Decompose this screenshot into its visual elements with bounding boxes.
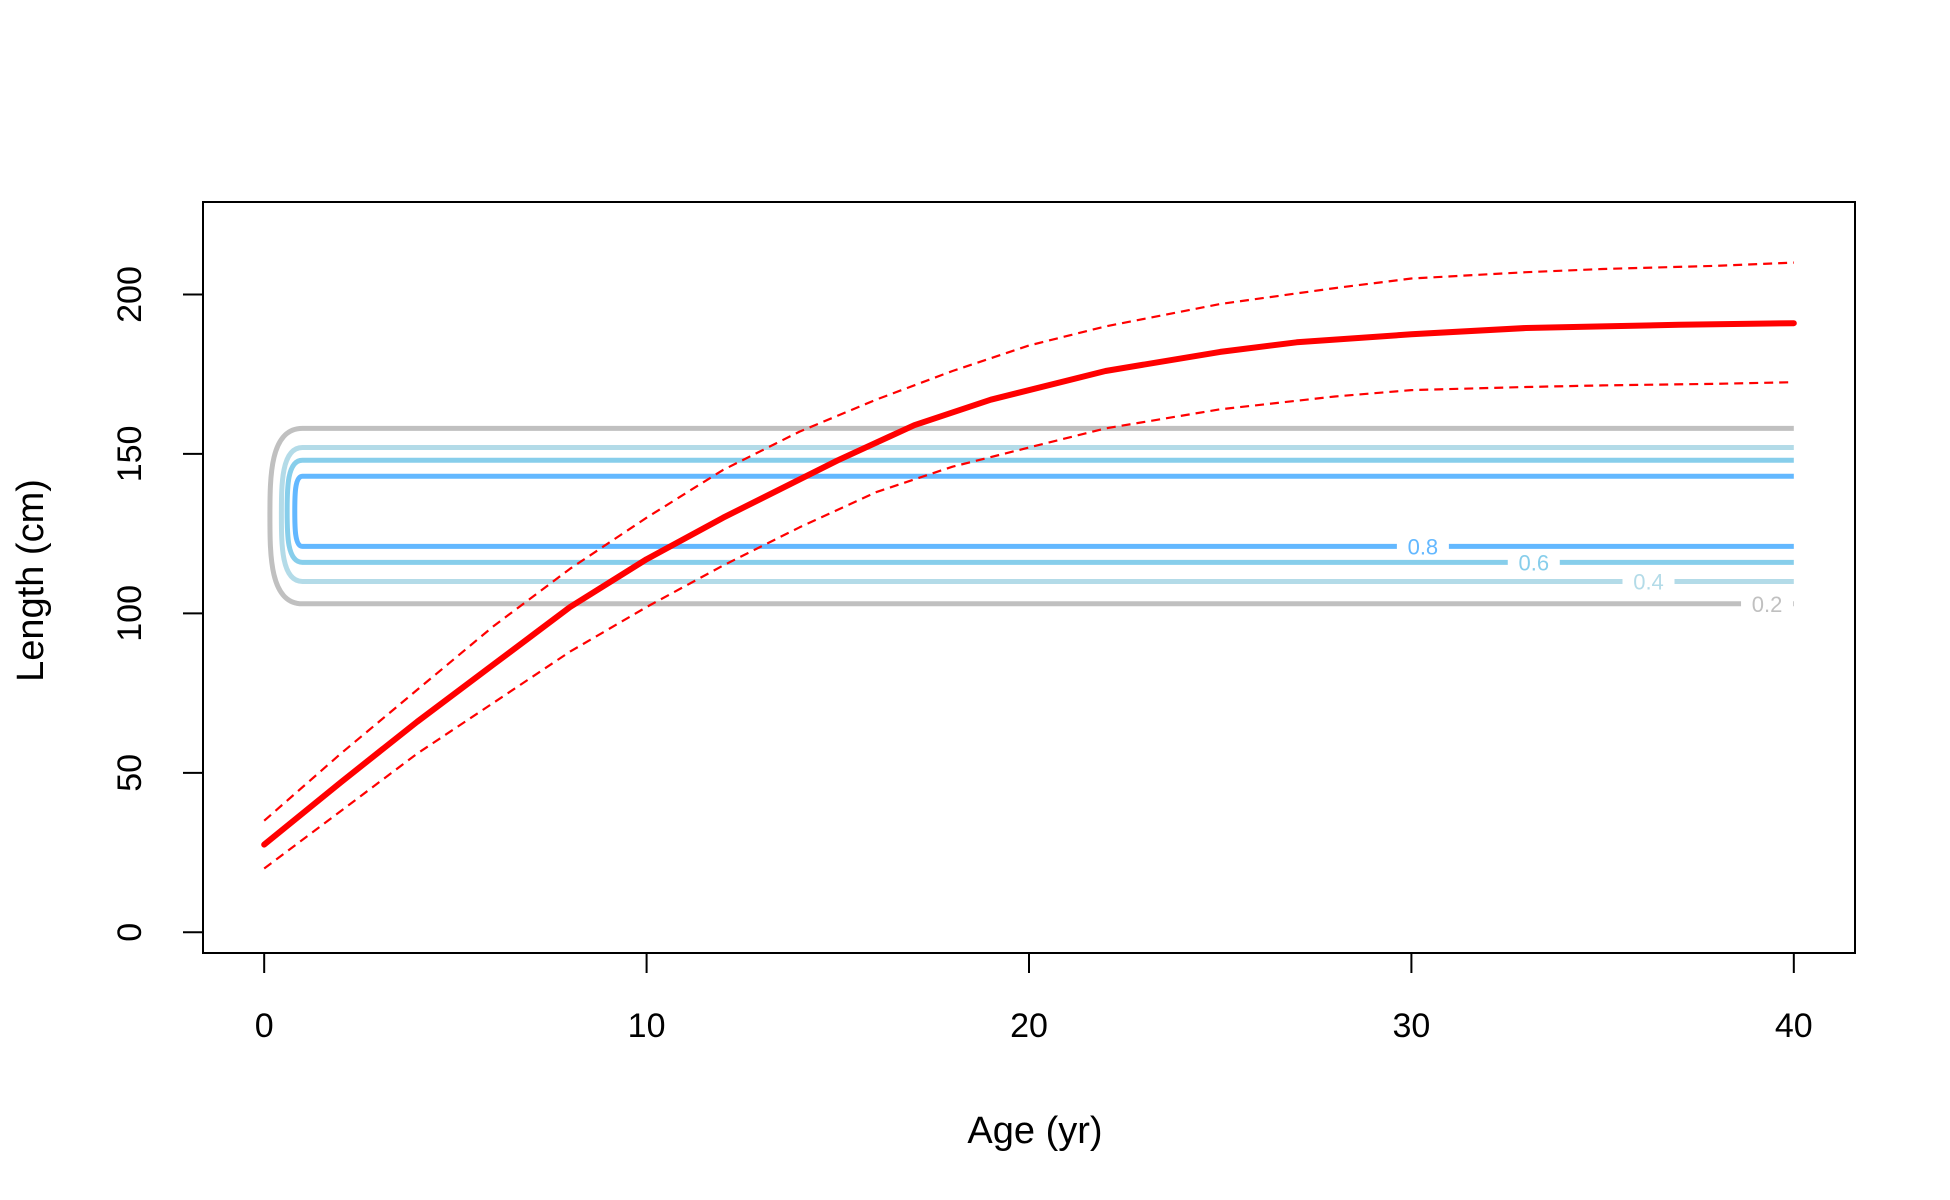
confidence-band-line-2 [263,381,1794,870]
x-tick-label: 40 [1775,1007,1813,1045]
confidence-band-line-1 [263,261,1794,822]
y-axis-title: Length (cm) [10,479,52,682]
x-tick-label: 0 [255,1007,274,1045]
y-tick-label: 0 [111,923,149,942]
contour-line-0.2 [267,425,1794,607]
plot-frame [202,201,1856,954]
contour-line-0.8 [292,473,1794,549]
y-tick-label: 200 [111,266,149,323]
series-layer [261,261,1797,870]
y-tick-label: 50 [111,754,149,792]
y-tick-label: 150 [111,426,149,483]
x-tick-label: 30 [1392,1007,1430,1045]
x-axis-title: Age (yr) [967,1110,1102,1152]
growth-curve-line [261,320,1797,848]
contour-layer: 0.2 0.4 0.6 0.8 [267,425,1794,617]
y-tick-label: 100 [111,585,149,642]
contour-line-0.6 [284,457,1794,565]
x-tick-label: 10 [628,1007,666,1045]
contour-label-0.4: 0.4 [1633,569,1664,594]
x-tick-label: 20 [1010,1007,1048,1045]
contour-label-0.6: 0.6 [1518,550,1549,575]
contour-label-0.8: 0.8 [1408,534,1439,559]
contour-label-0.2: 0.2 [1752,592,1783,617]
contour-line-0.4 [278,445,1794,584]
axis-layer: 0 10 20 30 40 0 50 100 150 200 [111,266,1813,1045]
